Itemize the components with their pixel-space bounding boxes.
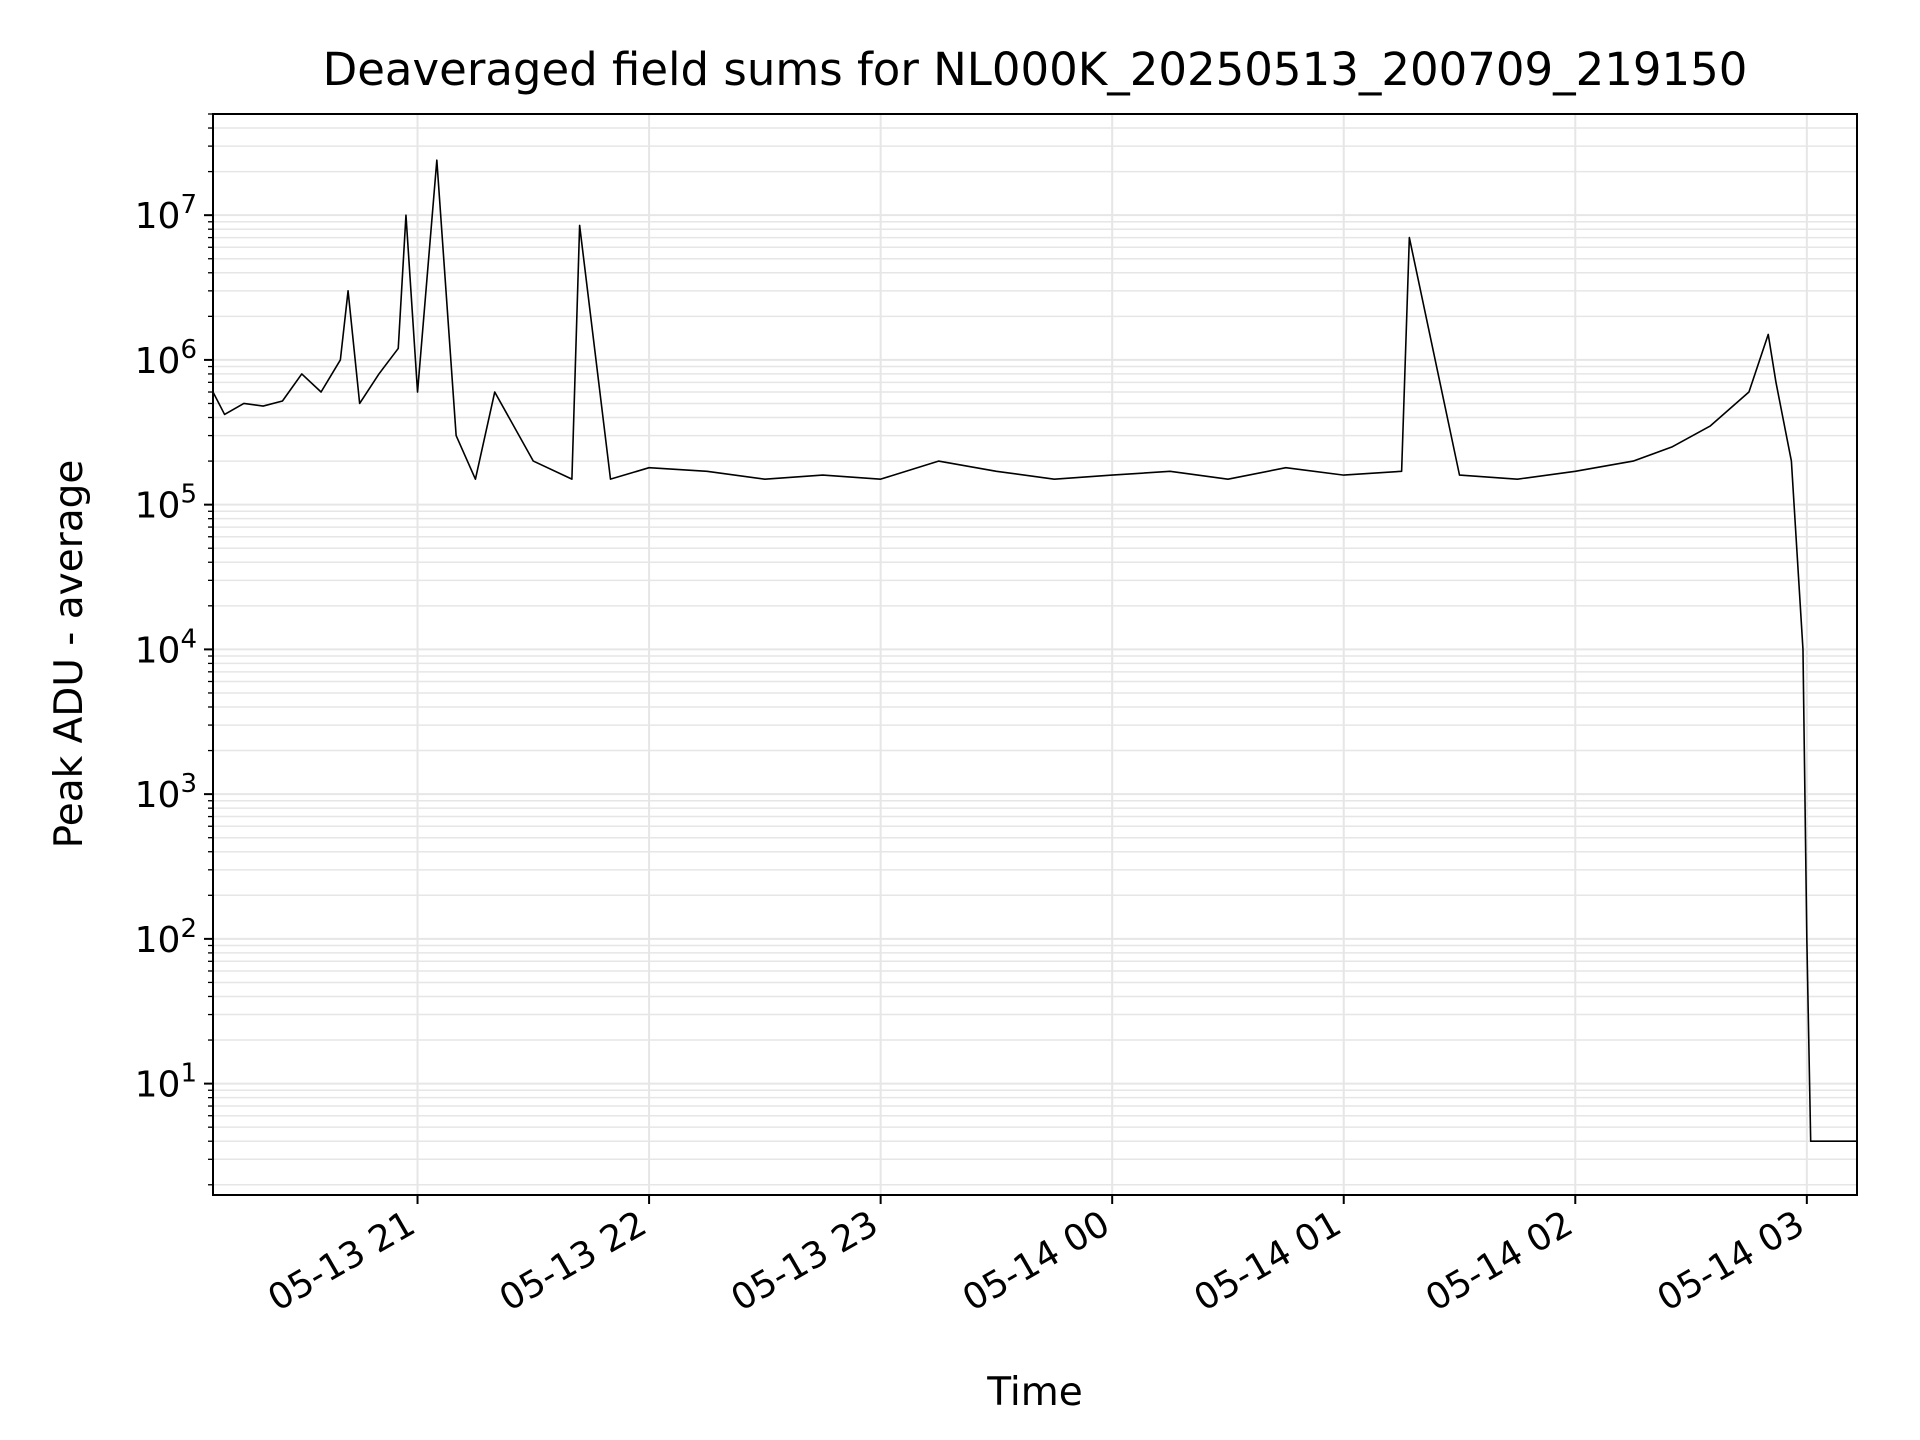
y-tick-label: 102 <box>135 914 197 961</box>
x-axis-label: Time <box>986 1370 1082 1415</box>
y-tick-label: 105 <box>135 480 197 527</box>
series-layer <box>212 159 1857 1143</box>
grid-layer <box>213 113 1857 1195</box>
chart-title: Deaveraged field sums for NL000K_2025051… <box>323 43 1748 96</box>
y-axis-label: Peak ADU - average <box>47 460 92 849</box>
series-line <box>212 159 1857 1143</box>
y-tick-label: 104 <box>135 624 197 671</box>
plot-frame <box>212 113 1858 1196</box>
y-tick-label: 106 <box>135 335 197 382</box>
y-tick-label: 101 <box>135 1059 197 1106</box>
y-tick-label: 103 <box>135 769 197 816</box>
y-tick-label: 107 <box>135 190 197 237</box>
